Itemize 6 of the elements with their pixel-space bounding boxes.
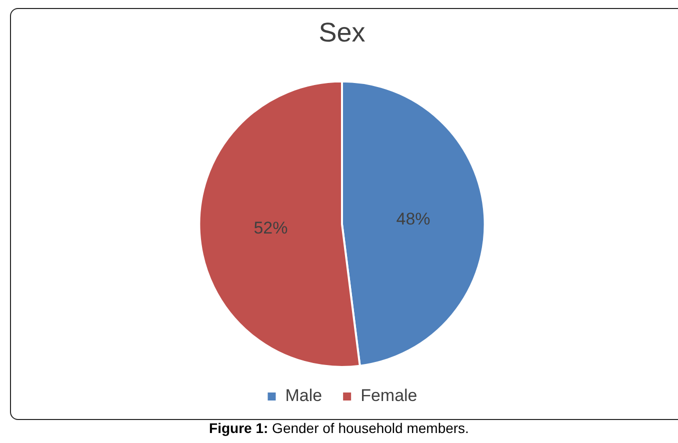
legend-label: Female [360,386,418,406]
caption: Figure 1: Gender of household members. [208,420,470,436]
data-label: 48% [396,209,430,228]
chart-title: Sex [318,18,366,48]
data-label: 52% [254,218,288,238]
legend-label: Male [285,386,322,406]
